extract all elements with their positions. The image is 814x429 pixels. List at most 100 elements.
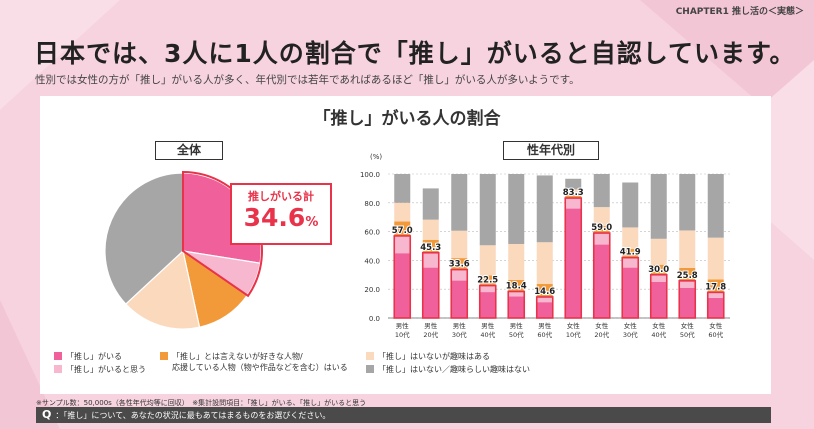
notes: ※サンプル数：50,000s（各性年代均等に回収） ※集計設問項目：「推し」がい… [36, 399, 367, 407]
bar-segment-none [508, 174, 525, 244]
bar-segment-oshi_think [451, 269, 468, 281]
bar-segment-oshi [679, 287, 696, 318]
bar-total-outline [649, 273, 668, 319]
bar-segment-hobby [394, 202, 411, 222]
bar-total-label: 59.0 [591, 223, 612, 233]
y-tick-label: 60.0 [364, 229, 380, 237]
bar-segment-support [451, 258, 468, 270]
x-tick-label: 男性 [396, 321, 410, 330]
bar-segment-none [707, 174, 724, 238]
bar-segment-oshi_think [679, 280, 696, 288]
question-mark: Q [42, 408, 52, 421]
bar-segment-hobby [479, 245, 496, 276]
legend-item-support: 「推し」とは言えないが好きな人物/ 応援している人物（物や作品などを含む）はいる [160, 351, 348, 373]
bar-total-outline [421, 251, 440, 319]
bar-total-label: 18.4 [506, 282, 527, 292]
bar-segment-support [536, 284, 553, 297]
bar-segment-oshi [451, 280, 468, 318]
legend-item-oshi: 「推し」がいる [54, 351, 122, 362]
bar-segment-oshi [422, 267, 439, 318]
bar-total-outline [592, 232, 611, 319]
bar-segment-support [622, 249, 639, 258]
bar-segment-hobby [536, 242, 553, 285]
legend-swatch [54, 365, 62, 373]
bar-total-label: 17.8 [705, 282, 726, 292]
bar-total-label: 41.9 [620, 248, 641, 258]
pie-title: 全体 [155, 141, 223, 160]
x-tick-label: 男性 [453, 321, 467, 330]
bar-segment-oshi_think [508, 291, 525, 297]
x-tick-label: 30代 [452, 330, 467, 339]
x-tick-label: 男性 [538, 321, 552, 330]
y-tick-label: 20.0 [364, 286, 380, 294]
bar-segment-none [622, 182, 639, 228]
bar-total-outline [507, 290, 526, 319]
legend-swatch [366, 365, 374, 373]
x-tick-label: 50代 [509, 330, 524, 339]
bar-segment-oshi_think [394, 235, 411, 254]
bar-title: 性年代別 [503, 141, 599, 160]
bar-total-outline [678, 280, 697, 319]
x-tick-label: 女性 [624, 321, 638, 330]
bar-segment-oshi [565, 208, 582, 318]
bar-total-outline [393, 235, 412, 319]
bar-segment-oshi [707, 297, 724, 318]
bar-total-label: 22.5 [477, 276, 498, 286]
bar-total-outline [450, 268, 469, 319]
bar-segment-none [536, 175, 553, 243]
bar-total-label: 25.8 [677, 271, 698, 281]
legend-label: 「推し」とは言えないが好きな人物/ 応援している人物（物や作品などを含む）はいる [172, 352, 348, 372]
bar-segment-hobby [679, 230, 696, 268]
x-tick-label: 女性 [595, 321, 609, 330]
pie-callout: 推しがいる計 34.6% [230, 183, 332, 245]
bar-segment-support [479, 275, 496, 286]
x-tick-label: 女性 [709, 321, 723, 330]
pie-callout-value: 34.6 [243, 203, 306, 232]
legend-label: 「推し」はいないが趣味はある [378, 352, 490, 361]
x-tick-label: 50代 [680, 330, 695, 339]
page-subheadline: 性別では女性の方が「推し」がいる人が多く、年代別では若年であればあるほど「推し」… [35, 74, 580, 86]
bar-segment-oshi_think [707, 292, 724, 298]
pie-callout-label: 推しがいる計 [248, 190, 314, 203]
bar-total-outline [621, 256, 640, 319]
legend-item-none: 「推し」はいない／趣味らしい趣味はない [366, 364, 530, 375]
chart-card-title: 「推し」がいる人の割合 [313, 109, 501, 129]
bar-segment-none [422, 188, 439, 220]
bar-segment-hobby [650, 238, 667, 265]
bar-segment-oshi_think [479, 285, 496, 293]
legend-label: 「推し」はいない／趣味らしい趣味はない [378, 365, 530, 374]
bar-total-outline [478, 284, 497, 319]
x-tick-label: 10代 [566, 330, 581, 339]
bar-segment-support [508, 279, 525, 292]
bar-segment-support [593, 225, 610, 234]
bar-segment-oshi [593, 244, 610, 318]
bar-segment-none [479, 174, 496, 246]
bar-segment-oshi [508, 296, 525, 318]
bar-segment-oshi_think [565, 198, 582, 209]
bar-segment-hobby [622, 227, 639, 250]
bar-segment-oshi_think [622, 257, 639, 268]
bar-total-label: 45.3 [420, 243, 441, 253]
legend-label: 「推し」がいると思う [66, 365, 146, 374]
bar-segment-hobby [565, 189, 582, 196]
legend-item-oshi_think: 「推し」がいると思う [54, 364, 146, 375]
bar-segment-hobby [707, 237, 724, 280]
bar-segment-support [707, 279, 724, 293]
x-tick-label: 40代 [480, 330, 495, 339]
y-tick-label: 80.0 [364, 200, 380, 208]
bar-segment-support [422, 239, 439, 253]
y-tick-label: 100.0 [360, 171, 380, 179]
x-tick-label: 40代 [651, 330, 666, 339]
bar-total-label: 57.0 [392, 226, 413, 236]
question-bar: Q ：「推し」について、あなたの状況に最もあてはまるものをお選びください。 [36, 407, 771, 423]
bar-segment-support [565, 195, 582, 199]
x-tick-label: 男性 [510, 321, 524, 330]
page-headline: 日本では、3人に1人の割合で「推し」がいると自認しています。 [34, 39, 796, 68]
y-tick-label: 40.0 [364, 257, 380, 265]
y-axis-unit: (%) [370, 153, 382, 161]
bar-segment-oshi_think [650, 274, 667, 282]
x-tick-label: 20代 [423, 330, 438, 339]
bar-segment-support [679, 267, 696, 281]
x-tick-label: 男性 [424, 321, 438, 330]
